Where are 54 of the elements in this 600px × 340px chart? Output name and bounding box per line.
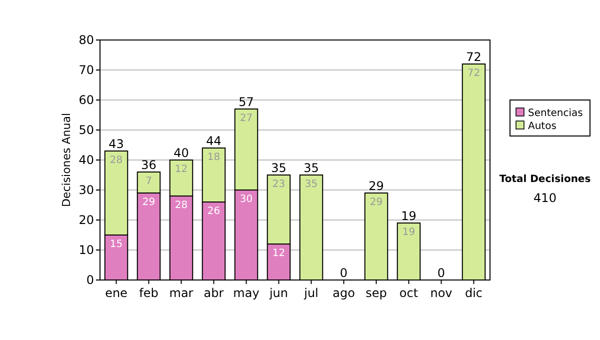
total-label: 35: [304, 161, 319, 175]
text: 410: [534, 191, 556, 205]
x-tick-label: may: [233, 286, 260, 300]
x-tick-label: dic: [464, 286, 483, 300]
y-tick-label: 0: [86, 273, 94, 287]
data-label: 72: [467, 68, 480, 79]
total-label: 19: [401, 209, 416, 223]
total-label: 72: [466, 50, 482, 64]
data-label: 28: [110, 155, 123, 166]
data-label: 27: [240, 113, 253, 124]
x-tick-label: mar: [169, 286, 194, 300]
data-label: 30: [240, 194, 253, 205]
x-tick-label: nov: [430, 286, 452, 300]
y-tick-label: 80: [78, 33, 94, 47]
x-tick-label: ago: [332, 286, 355, 300]
legend-label: Autos: [528, 121, 556, 132]
y-tick-label: 20: [78, 213, 94, 227]
y-tick-label: 10: [78, 243, 94, 257]
x-tick-label: jun: [268, 286, 288, 300]
data-label: 19: [402, 227, 416, 238]
data-label: 12: [174, 164, 188, 175]
data-label: 12: [272, 248, 286, 259]
data-label: 29: [370, 197, 383, 208]
y-tick-label: 70: [78, 63, 94, 77]
total-label: 35: [271, 161, 286, 175]
y-tick-label: 50: [78, 123, 94, 137]
x-tick-label: abr: [204, 286, 224, 300]
x-tick-label: feb: [139, 286, 158, 300]
y-tick-label: 40: [78, 153, 94, 167]
y-axis-title: Decisiones Anual: [60, 112, 73, 208]
data-label: 28: [174, 200, 188, 211]
total-label: 29: [368, 179, 384, 193]
x-tick-label: jul: [303, 286, 318, 300]
x-tick-label: sep: [366, 286, 387, 300]
total-label: 57: [238, 95, 254, 109]
legend-label: Sentencias: [528, 108, 583, 119]
data-label: 15: [110, 239, 123, 250]
total-label: 44: [206, 134, 222, 148]
total-label: 0: [340, 266, 348, 280]
total-label: 40: [174, 146, 189, 160]
x-tick-label: oct: [399, 286, 418, 300]
total-label: 0: [437, 266, 446, 280]
data-label: 26: [207, 206, 220, 217]
y-tick-label: 30: [78, 183, 94, 197]
data-label: 23: [272, 179, 286, 190]
data-label: 18: [207, 152, 220, 163]
data-label: 29: [142, 197, 156, 208]
total-label: 36: [141, 158, 156, 172]
data-label: 35: [304, 179, 318, 190]
data-label: 7: [146, 176, 152, 187]
text: Total Decisiones: [499, 174, 591, 185]
total-label: 43: [108, 137, 124, 151]
x-tick-label: ene: [105, 286, 128, 300]
y-tick-label: 60: [78, 93, 94, 107]
